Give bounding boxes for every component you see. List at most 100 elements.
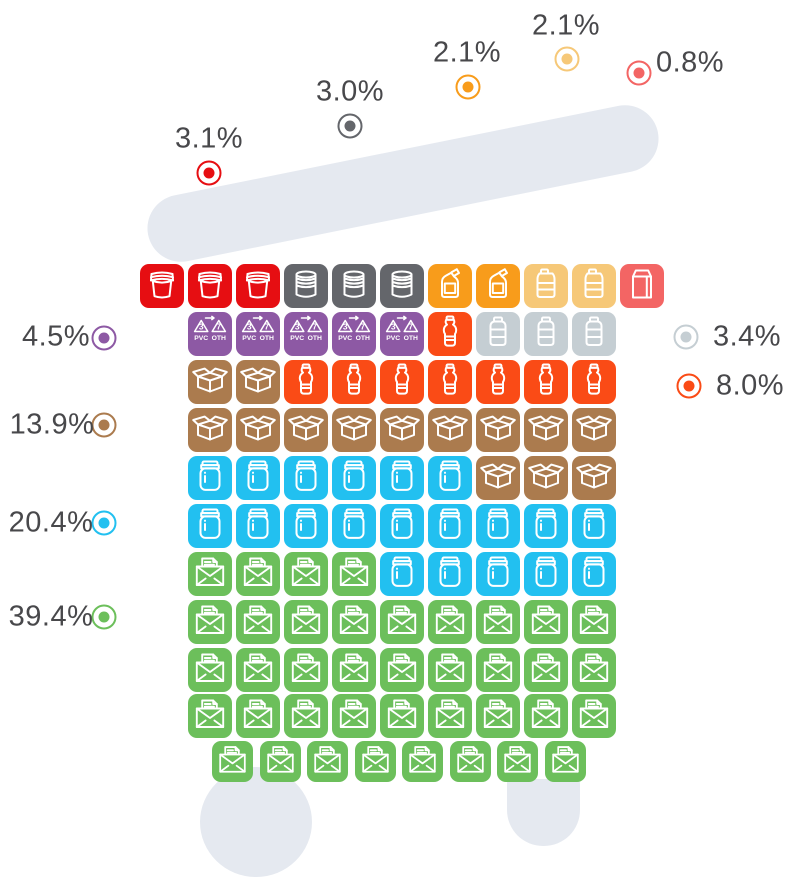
tile-paper: [524, 694, 568, 738]
envelope-icon: [339, 605, 369, 634]
tile-glass: [380, 552, 424, 596]
tile-plastic-bottles: [284, 360, 328, 404]
tile-paper: [354, 741, 396, 782]
legend-value-paper: 39.4%: [8, 600, 94, 633]
tile-glass: [572, 504, 616, 548]
legend-value-jugs: 2.1%: [531, 9, 601, 42]
cleaning-bottle-icon: [441, 268, 460, 298]
tile-paint: [236, 264, 280, 308]
tile-paper: [476, 600, 520, 644]
jar-icon: [535, 556, 557, 587]
tile-glass: [236, 456, 280, 500]
tile-paper: [572, 694, 616, 738]
tile-paper: [284, 694, 328, 738]
tile-paper: [332, 552, 376, 596]
envelope-icon: [387, 605, 417, 634]
envelope-icon: [219, 746, 246, 773]
tile-glass: [524, 504, 568, 548]
tile-paint: [188, 264, 232, 308]
tile-plastic-bottles: [332, 360, 376, 404]
jar-icon: [583, 508, 605, 539]
tile-metal-cans: [284, 264, 328, 308]
jar-icon: [247, 508, 269, 539]
tile-cardboard: [572, 456, 616, 500]
legend-dot-core-plastic-bottles: [683, 380, 695, 392]
svg-text:3: 3: [295, 322, 300, 332]
tile-jugs: [524, 264, 568, 308]
tile-paper: [449, 741, 491, 782]
legend-dot-cleaning: [455, 74, 481, 100]
svg-text:7: 7: [408, 322, 413, 332]
trash-bin-right-wheel: [507, 779, 580, 846]
envelope-icon: [243, 557, 273, 586]
jar-icon: [535, 508, 557, 539]
tile-paper: [188, 694, 232, 738]
tile-cardboard: [380, 408, 424, 452]
legend-value-cardboard: 13.9%: [9, 408, 95, 441]
tile-glass: [524, 552, 568, 596]
tile-paper: [572, 600, 616, 644]
svg-text:PVC: PVC: [242, 335, 256, 342]
cardboard-box-icon: [384, 415, 420, 441]
tile-paper: [332, 648, 376, 692]
legend-dot-core-glass: [98, 517, 110, 529]
jar-icon: [391, 460, 413, 491]
cardboard-box-icon: [432, 415, 468, 441]
envelope-icon: [435, 653, 465, 682]
tile-paper: [284, 552, 328, 596]
envelope-icon: [291, 699, 321, 728]
envelope-icon: [195, 653, 225, 682]
tile-paper: [332, 694, 376, 738]
plastic-bottle-icon: [442, 363, 458, 395]
jar-icon: [295, 508, 317, 539]
tile-cardboard: [572, 408, 616, 452]
cardboard-box-icon: [192, 415, 228, 441]
jar-icon: [391, 508, 413, 539]
cardboard-box-icon: [480, 415, 516, 441]
svg-text:3: 3: [199, 322, 204, 332]
tile-glass: [572, 552, 616, 596]
envelope-icon: [483, 699, 513, 728]
legend-value-cleaning: 2.1%: [432, 36, 502, 69]
legend-value-paint: 3.1%: [174, 122, 244, 155]
tile-glass: [188, 504, 232, 548]
svg-text:PVC: PVC: [386, 335, 400, 342]
legend-dot-jugs: [554, 46, 580, 72]
svg-text:7: 7: [264, 322, 269, 332]
tile-paper: [524, 600, 568, 644]
envelope-icon: [387, 653, 417, 682]
envelope-icon: [291, 653, 321, 682]
envelope-icon: [243, 605, 273, 634]
tile-cardboard: [476, 408, 520, 452]
envelope-icon: [409, 746, 436, 773]
legend-dot-core-paint: [203, 167, 215, 179]
svg-text:OTH: OTH: [404, 335, 418, 342]
tile-other-bottles: [524, 312, 568, 356]
tile-glass: [284, 456, 328, 500]
legend-dot-other-bottles: [673, 324, 699, 350]
envelope-icon: [483, 653, 513, 682]
tile-cleaning: [476, 264, 520, 308]
legend-dot-plastic-bottles: [676, 373, 702, 399]
recycling-codes-icon: 3 7 PVC OTH: [385, 315, 419, 342]
envelope-icon: [339, 699, 369, 728]
tile-glass: [236, 504, 280, 548]
tile-plastic-bottles: [428, 312, 472, 356]
jar-icon: [247, 460, 269, 491]
cardboard-box-icon: [576, 463, 612, 489]
envelope-icon: [531, 605, 561, 634]
legend-dot-pvc-other: [91, 325, 117, 351]
legend-dot-core-metal-cans: [344, 120, 356, 132]
envelope-icon: [243, 653, 273, 682]
svg-text:PVC: PVC: [338, 335, 352, 342]
tile-glass: [188, 456, 232, 500]
legend-dot-metal-cans: [337, 113, 363, 139]
jar-icon: [199, 460, 221, 491]
jug-icon: [536, 268, 556, 298]
tile-paper: [332, 600, 376, 644]
tile-pvc-other: 3 7 PVC OTH: [284, 312, 328, 356]
svg-text:PVC: PVC: [194, 335, 208, 342]
tile-cardboard: [524, 408, 568, 452]
envelope-icon: [456, 746, 484, 773]
